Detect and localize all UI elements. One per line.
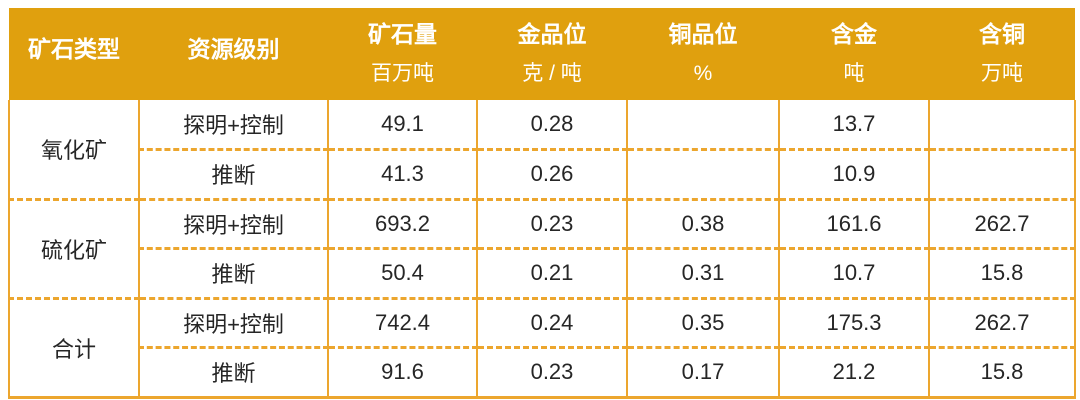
cell-ore-amount: 49.1 [328, 100, 478, 151]
col-label: 矿石类型 [28, 36, 120, 62]
table-row: 合计 探明+控制 742.4 0.24 0.35 175.3 262.7 [8, 298, 1076, 399]
cell-ore-amount: 742.4 [328, 298, 478, 349]
col-header-ore-type: 矿石类型 [9, 8, 139, 100]
mineral-resource-table: 矿石类型 资源级别 矿石量 百万吨 金品位 克 / 吨 [8, 8, 1076, 399]
table-body: 氧化矿 探明+控制 49.1 0.28 13.7 推断 41.3 0.26 10… [8, 100, 1076, 399]
cell-copper-grade: 0.31 [627, 248, 780, 300]
cell-ore-amount: 41.3 [328, 149, 478, 201]
cell-contained-copper [929, 149, 1076, 201]
col-header-copper-grade: 铜品位 % [627, 8, 779, 100]
col-label: 含金 [831, 21, 877, 47]
col-unit: % [693, 62, 713, 85]
cell-gold-grade: 0.26 [477, 149, 628, 201]
col-unit: 百万吨 [371, 62, 434, 85]
cell-contained-copper: 262.7 [929, 298, 1076, 349]
col-unit: 万吨 [981, 62, 1023, 85]
cell-contained-gold: 10.7 [779, 248, 930, 300]
col-header-gold-grade: 金品位 克 / 吨 [477, 8, 627, 100]
cell-contained-copper: 15.8 [929, 248, 1076, 300]
cell-gold-grade: 0.21 [477, 248, 628, 300]
cell-ore-amount: 50.4 [328, 248, 478, 300]
cell-copper-grade [627, 100, 780, 151]
cell-contained-gold: 10.9 [779, 149, 930, 201]
cell-gold-grade: 0.23 [477, 199, 628, 250]
cell-resource-level: 探明+控制 [139, 298, 329, 349]
cell-resource-level: 推断 [139, 149, 329, 201]
cell-contained-copper [929, 100, 1076, 151]
cell-resource-level: 推断 [139, 248, 329, 300]
cell-resource-level: 推断 [139, 347, 329, 399]
cell-gold-grade: 0.24 [477, 298, 628, 349]
col-header-ore-amount: 矿石量 百万吨 [328, 8, 477, 100]
cell-contained-copper: 15.8 [929, 347, 1076, 399]
col-header-contained-copper: 含铜 万吨 [929, 8, 1075, 100]
cell-contained-copper: 262.7 [929, 199, 1076, 250]
cell-contained-gold: 161.6 [779, 199, 930, 250]
table-row: 推断 50.4 0.21 0.31 10.7 15.8 [9, 248, 1076, 300]
col-label: 矿石量 [368, 21, 437, 47]
col-label: 铜品位 [668, 21, 738, 47]
col-label: 金品位 [517, 21, 587, 47]
cell-contained-gold: 21.2 [779, 347, 930, 399]
cell-gold-grade: 0.28 [477, 100, 628, 151]
cell-resource-level: 探明+控制 [139, 199, 329, 250]
cell-copper-grade [627, 149, 780, 201]
cell-resource-level: 探明+控制 [139, 100, 329, 151]
table-row: 氧化矿 探明+控制 49.1 0.28 13.7 [8, 100, 1076, 201]
cell-contained-gold: 13.7 [779, 100, 930, 151]
cell-ore-amount: 91.6 [328, 347, 478, 399]
cell-gold-grade: 0.23 [477, 347, 628, 399]
cell-copper-grade: 0.17 [627, 347, 780, 399]
table-row: 硫化矿 探明+控制 693.2 0.23 0.38 161.6 262.7 [8, 199, 1076, 300]
col-label: 含铜 [979, 21, 1025, 47]
cell-ore-type: 氧化矿 [8, 100, 140, 201]
cell-contained-gold: 175.3 [779, 298, 930, 349]
cell-ore-amount: 693.2 [328, 199, 478, 250]
table-row: 推断 41.3 0.26 10.9 [9, 149, 1076, 201]
col-unit: 克 / 吨 [522, 62, 582, 85]
cell-ore-type: 合计 [8, 298, 140, 399]
table-header: 矿石类型 资源级别 矿石量 百万吨 金品位 克 / 吨 [9, 8, 1075, 100]
col-label: 资源级别 [187, 36, 280, 62]
col-header-contained-gold: 含金 吨 [779, 8, 929, 100]
table-row: 推断 91.6 0.23 0.17 21.2 15.8 [9, 347, 1076, 399]
cell-copper-grade: 0.35 [627, 298, 780, 349]
col-unit: 吨 [843, 62, 865, 85]
cell-copper-grade: 0.38 [627, 199, 780, 250]
cell-ore-type: 硫化矿 [8, 199, 140, 300]
col-header-resource-level: 资源级别 [139, 8, 328, 100]
